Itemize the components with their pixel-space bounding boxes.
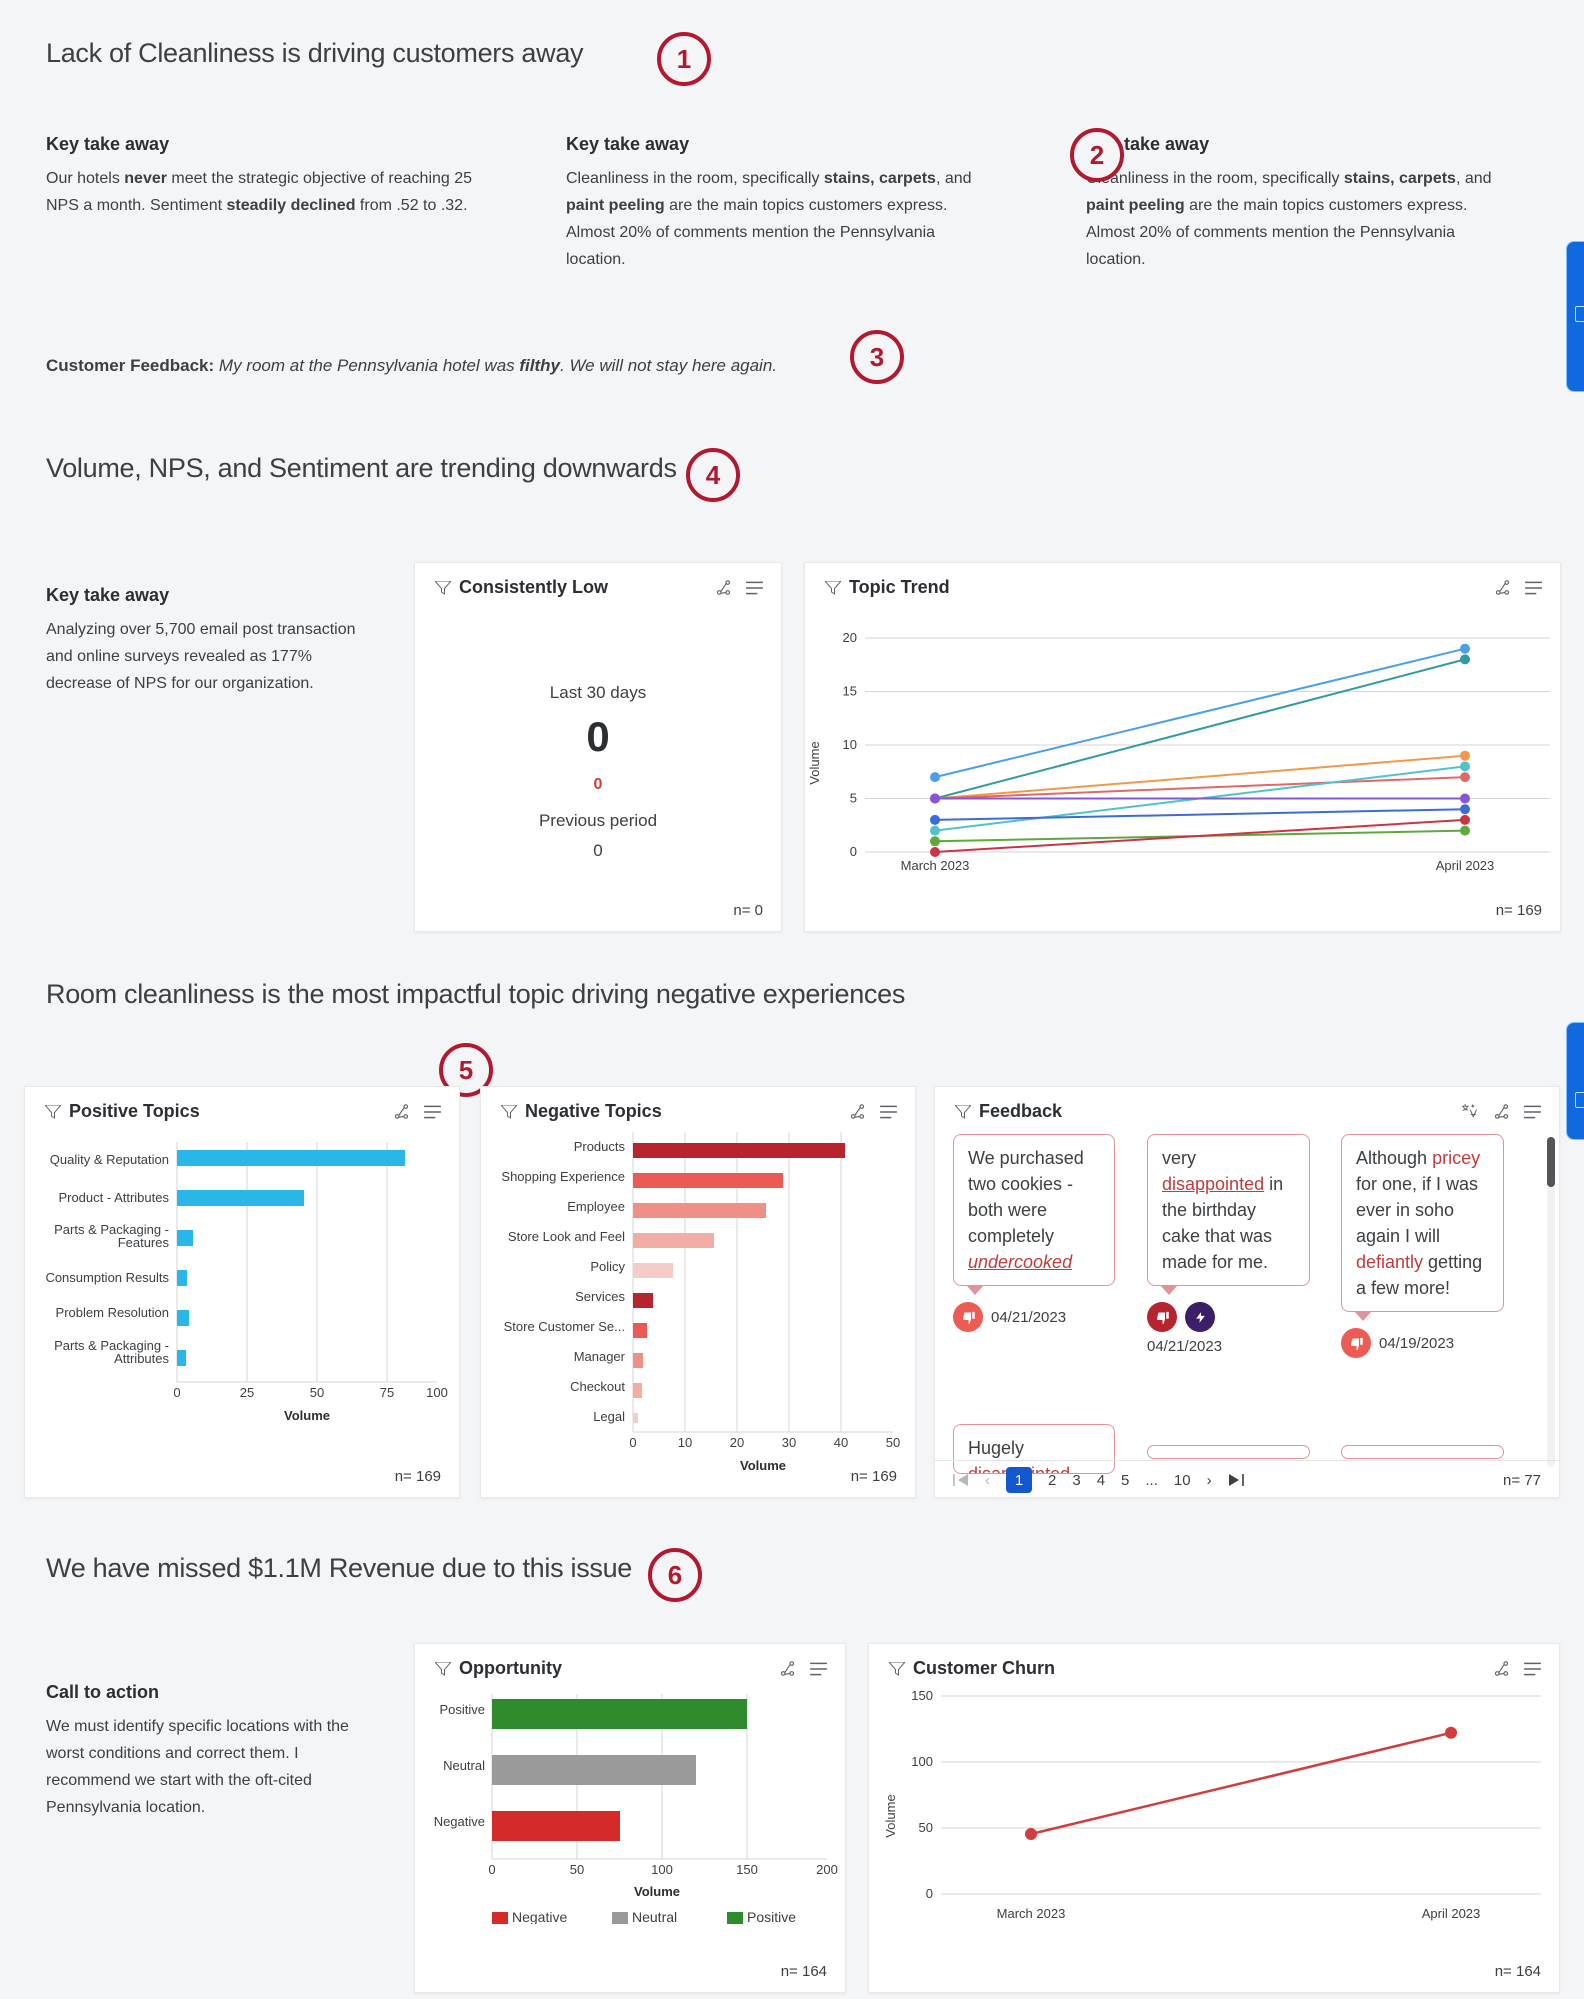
svg-text:Services: Services xyxy=(575,1289,625,1304)
svg-text:20: 20 xyxy=(843,630,857,645)
svg-text:10: 10 xyxy=(843,737,857,752)
svg-text:30: 30 xyxy=(782,1435,796,1450)
svg-text:Negative: Negative xyxy=(512,1909,567,1924)
svg-text:50: 50 xyxy=(919,1820,933,1835)
svg-text:Features: Features xyxy=(118,1235,170,1250)
svg-text:Store Look and Feel: Store Look and Feel xyxy=(508,1229,625,1244)
svg-text:40: 40 xyxy=(834,1435,848,1450)
svg-text:25: 25 xyxy=(240,1385,254,1400)
svg-text:April 2023: April 2023 xyxy=(1422,1906,1481,1921)
svg-text:100: 100 xyxy=(426,1385,448,1400)
svg-text:150: 150 xyxy=(911,1688,933,1703)
svg-text:Positive: Positive xyxy=(439,1702,485,1717)
svg-text:Attributes: Attributes xyxy=(114,1351,169,1366)
svg-text:100: 100 xyxy=(651,1862,673,1877)
svg-text:Volume: Volume xyxy=(883,1794,898,1837)
svg-text:Volume: Volume xyxy=(740,1458,786,1472)
svg-text:0: 0 xyxy=(629,1435,636,1450)
svg-text:Store Customer Se...: Store Customer Se... xyxy=(504,1319,625,1334)
svg-text:15: 15 xyxy=(843,684,857,699)
svg-text:Positive: Positive xyxy=(747,1909,796,1924)
svg-text:50: 50 xyxy=(570,1862,584,1877)
svg-text:150: 150 xyxy=(736,1862,758,1877)
svg-text:100: 100 xyxy=(911,1754,933,1769)
svg-text:April 2023: April 2023 xyxy=(1436,858,1495,873)
svg-text:Neutral: Neutral xyxy=(632,1909,677,1924)
svg-text:75: 75 xyxy=(380,1385,394,1400)
svg-text:50: 50 xyxy=(310,1385,324,1400)
svg-text:March 2023: March 2023 xyxy=(901,858,970,873)
svg-text:200: 200 xyxy=(816,1862,838,1877)
svg-text:Policy: Policy xyxy=(590,1259,625,1274)
svg-text:March 2023: March 2023 xyxy=(997,1906,1066,1921)
svg-text:10: 10 xyxy=(678,1435,692,1450)
svg-text:Employee: Employee xyxy=(567,1199,625,1214)
svg-text:Manager: Manager xyxy=(574,1349,626,1364)
svg-text:Shopping Experience: Shopping Experience xyxy=(501,1169,625,1184)
svg-text:Volume: Volume xyxy=(807,741,822,784)
svg-text:0: 0 xyxy=(173,1385,180,1400)
svg-text:Volume: Volume xyxy=(634,1884,680,1899)
svg-text:Consumption Results: Consumption Results xyxy=(45,1270,169,1285)
svg-text:Volume: Volume xyxy=(284,1408,330,1423)
svg-text:5: 5 xyxy=(850,791,857,806)
svg-text:0: 0 xyxy=(488,1862,495,1877)
svg-text:Legal: Legal xyxy=(593,1409,625,1424)
svg-text:20: 20 xyxy=(730,1435,744,1450)
svg-text:0: 0 xyxy=(850,844,857,859)
svg-text:Neutral: Neutral xyxy=(443,1758,485,1773)
svg-text:Products: Products xyxy=(574,1139,626,1154)
svg-text:Product - Attributes: Product - Attributes xyxy=(58,1190,169,1205)
svg-text:Problem Resolution: Problem Resolution xyxy=(56,1305,169,1320)
svg-text:Negative: Negative xyxy=(434,1814,485,1829)
svg-text:Quality & Reputation: Quality & Reputation xyxy=(50,1152,169,1167)
svg-text:0: 0 xyxy=(926,1886,933,1901)
svg-text:50: 50 xyxy=(886,1435,900,1450)
svg-text:Checkout: Checkout xyxy=(570,1379,625,1394)
